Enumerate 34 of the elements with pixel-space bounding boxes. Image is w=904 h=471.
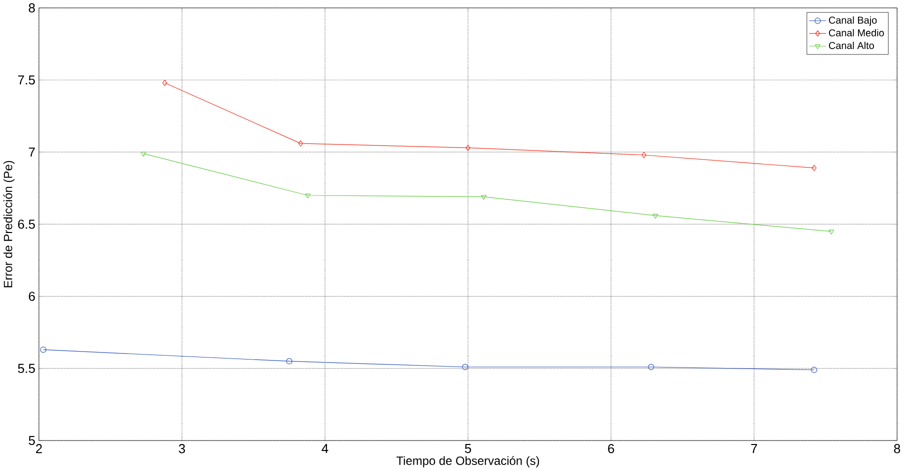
y-tick-label: 7.5 [18,76,35,85]
point [652,214,658,219]
point [40,346,46,353]
point [811,366,818,374]
y-tick-label: 7 [28,148,35,157]
point [140,152,146,157]
y-tick-label: 6 [28,292,35,302]
point [466,144,470,152]
x-tick-label: 3 [178,444,185,454]
legend-label: Canal Medio [828,29,884,37]
y-tick-label: 8 [28,3,35,13]
point [828,230,834,235]
point [648,364,654,370]
point [162,80,168,86]
y-tick-label: 5 [28,436,35,446]
point [286,358,292,364]
x-tick-label: 2 [36,444,42,454]
point [298,140,304,147]
point [642,152,646,158]
y-axis-title: Error de Predicción (Pe) [3,161,15,288]
x-tick-label: 8 [894,444,900,454]
point [462,364,468,370]
y-tick-label: 6.5 [18,220,35,229]
x-tick-label: 7 [751,444,758,454]
x-tick-label: 5 [464,444,472,454]
x-tick-label: 4 [322,444,328,454]
point [305,194,311,199]
y-tick-label: 5.5 [18,364,35,374]
point [481,195,486,200]
x-tick-label: 6 [608,444,614,454]
x-axis-title: Tiempo de Observación (s) [396,456,540,468]
legend-label: Canal Alto [828,42,874,50]
legend-label: Canal Bajo [828,16,877,26]
point [812,165,817,172]
